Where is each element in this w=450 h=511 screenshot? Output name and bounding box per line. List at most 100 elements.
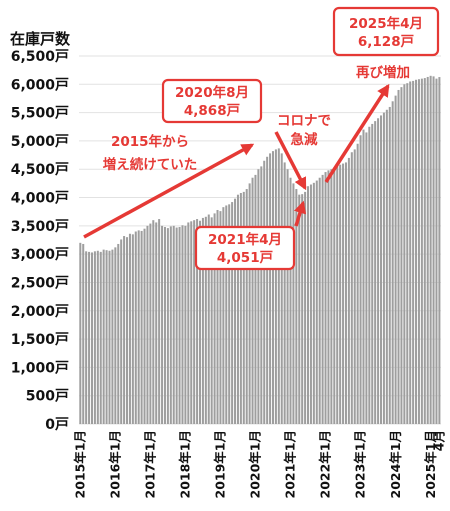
annotation-box [161,78,263,124]
bar [175,227,178,424]
x-tick-label: 2025年1月 [423,430,438,499]
bar [330,169,333,424]
y-tick-label: 4,500戸 [11,162,69,178]
bar [309,184,312,424]
bar [108,250,111,424]
y-tick-label: 3,000戸 [11,247,69,263]
bar [190,221,193,424]
bar [216,209,219,424]
bar [155,222,158,424]
bar [333,167,336,425]
bar [377,118,380,425]
bar [263,160,266,424]
bar [339,164,342,424]
bar [219,211,222,424]
bar [295,189,298,424]
bar [225,205,228,424]
bar [193,220,196,424]
bar [432,76,435,425]
bar [289,177,292,424]
bar [286,169,289,424]
bars [79,75,441,425]
annotation-box [332,6,440,57]
bar [251,177,254,424]
bar [298,194,301,424]
annotation-arrow [324,83,390,183]
bar [172,225,175,424]
bar [257,169,260,424]
bar [385,109,388,425]
y-tick-label: 4,000戸 [11,191,69,207]
bar [149,223,152,424]
bar [184,225,187,424]
bar [169,226,172,424]
y-axis-labels: 0戸 500戸 1,000戸 1,500戸 2,000戸 2,500戸 3,000戸 3,50… [11,49,69,433]
bar [96,250,99,424]
bar [248,183,251,424]
bar [196,219,199,424]
x-tick-label: 4月 [432,430,447,451]
y-tick-label: 5,000戸 [11,134,69,150]
bar [371,123,374,424]
bar [140,230,143,424]
bar [105,250,108,424]
bar [137,230,140,424]
bar [359,135,362,424]
bar [126,237,129,424]
bar [353,149,356,424]
bar [79,242,82,424]
x-tick-label: 2018年1月 [178,430,193,499]
bar [347,157,350,424]
annotation-text: 2021年4月 [208,231,282,248]
bar [315,180,318,424]
bar [336,166,339,424]
bar [88,251,91,424]
bar [379,115,383,424]
bar [301,194,304,424]
bar [146,225,149,424]
bar [362,129,365,424]
bar [242,191,245,424]
bar [368,126,371,425]
bar [131,234,134,424]
bar [274,149,277,424]
y-tick-label: 2,000戸 [11,304,69,320]
bar [254,174,257,424]
bar [102,249,105,424]
x-tick-label: 2016年1月 [107,430,122,499]
bar [327,170,330,424]
bar [166,228,169,424]
chart-title: 在庫戸数 [10,30,71,48]
bar [420,78,423,425]
y-tick-label: 5,500戸 [11,106,69,122]
bar [344,162,347,424]
bar [277,148,280,424]
y-tick-label: 500戸 [26,389,69,405]
bar [231,202,234,424]
bar [365,132,368,424]
bar [236,194,239,424]
bar [85,251,88,424]
bar [307,186,310,424]
bar [210,217,213,424]
bar [435,78,438,425]
bar [181,225,184,424]
bar [99,251,102,424]
annotation-text: 2020年8月 [175,84,249,101]
bar [143,228,146,424]
y-tick-label: 0戸 [45,417,69,433]
bar [123,236,126,424]
bar [161,225,164,424]
bar [260,166,263,424]
bar [269,153,272,424]
bar [406,83,409,424]
bar [90,252,93,424]
annotation-text: 4,868戸 [184,103,240,119]
bar [412,80,415,424]
x-tick-label: 2020年1月 [248,430,263,499]
bar [394,95,397,424]
x-tick-label: 2015年1月 [72,430,87,499]
bar [120,239,123,424]
bar [388,106,391,424]
